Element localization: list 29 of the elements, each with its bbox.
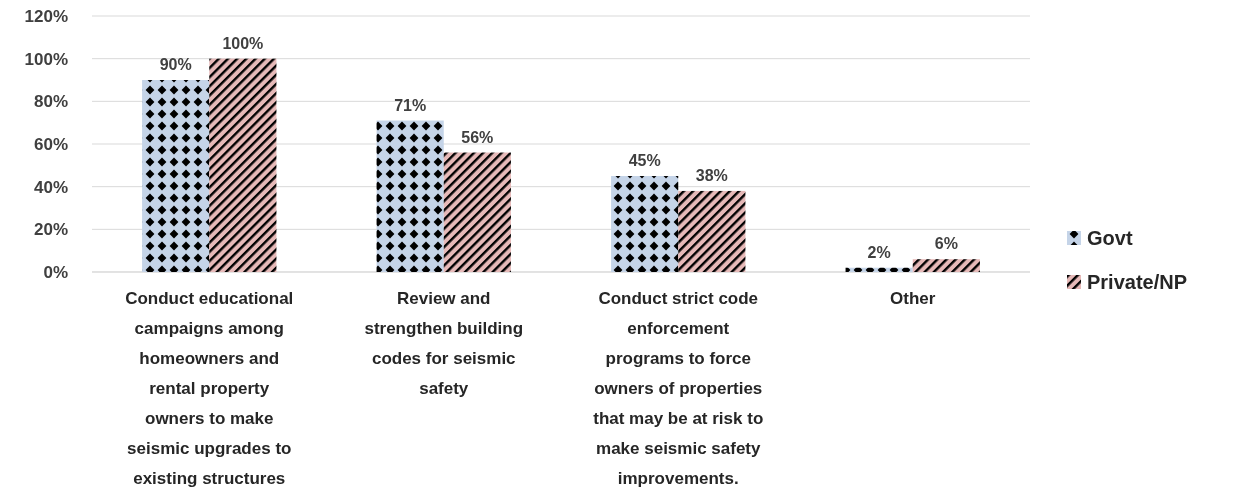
y-tick-label: 100% xyxy=(24,49,68,69)
data-label: 2% xyxy=(867,243,891,261)
bar xyxy=(611,176,679,272)
data-label: 56% xyxy=(461,128,494,146)
x-tick-label: Other xyxy=(890,289,936,308)
bar xyxy=(443,152,511,272)
y-tick-label: 120% xyxy=(24,6,68,26)
bar xyxy=(912,259,980,272)
bar xyxy=(678,190,746,272)
y-tick-label: 80% xyxy=(33,92,68,112)
bar xyxy=(376,120,444,272)
legend-label: Govt xyxy=(1087,227,1133,249)
x-tick-label: Conduct strict code enforcement programs to force owners of properties that may be at risk to make seismic safety improvements. xyxy=(593,289,764,488)
data-label: 90% xyxy=(159,56,192,73)
legend-label: Private/NP xyxy=(1087,271,1188,293)
y-tick-label: 60% xyxy=(33,134,68,154)
data-label: 45% xyxy=(628,152,661,169)
x-tick-label: Conduct educational campaigns among homeowners and rental property owners to make seismic upgrades to existing structures xyxy=(125,289,294,488)
bar xyxy=(845,267,913,272)
data-label: 38% xyxy=(695,166,728,184)
y-tick-label: 20% xyxy=(33,220,68,240)
bar xyxy=(142,80,210,272)
data-label: 71% xyxy=(394,96,427,114)
data-label: 100% xyxy=(222,34,264,52)
bar xyxy=(209,58,277,272)
y-tick-label: 40% xyxy=(33,177,68,197)
data-label: 6% xyxy=(934,235,958,253)
y-tick-label: 0% xyxy=(43,262,68,282)
x-tick-label: Review and strengthen building codes for seismic safety xyxy=(364,289,524,398)
